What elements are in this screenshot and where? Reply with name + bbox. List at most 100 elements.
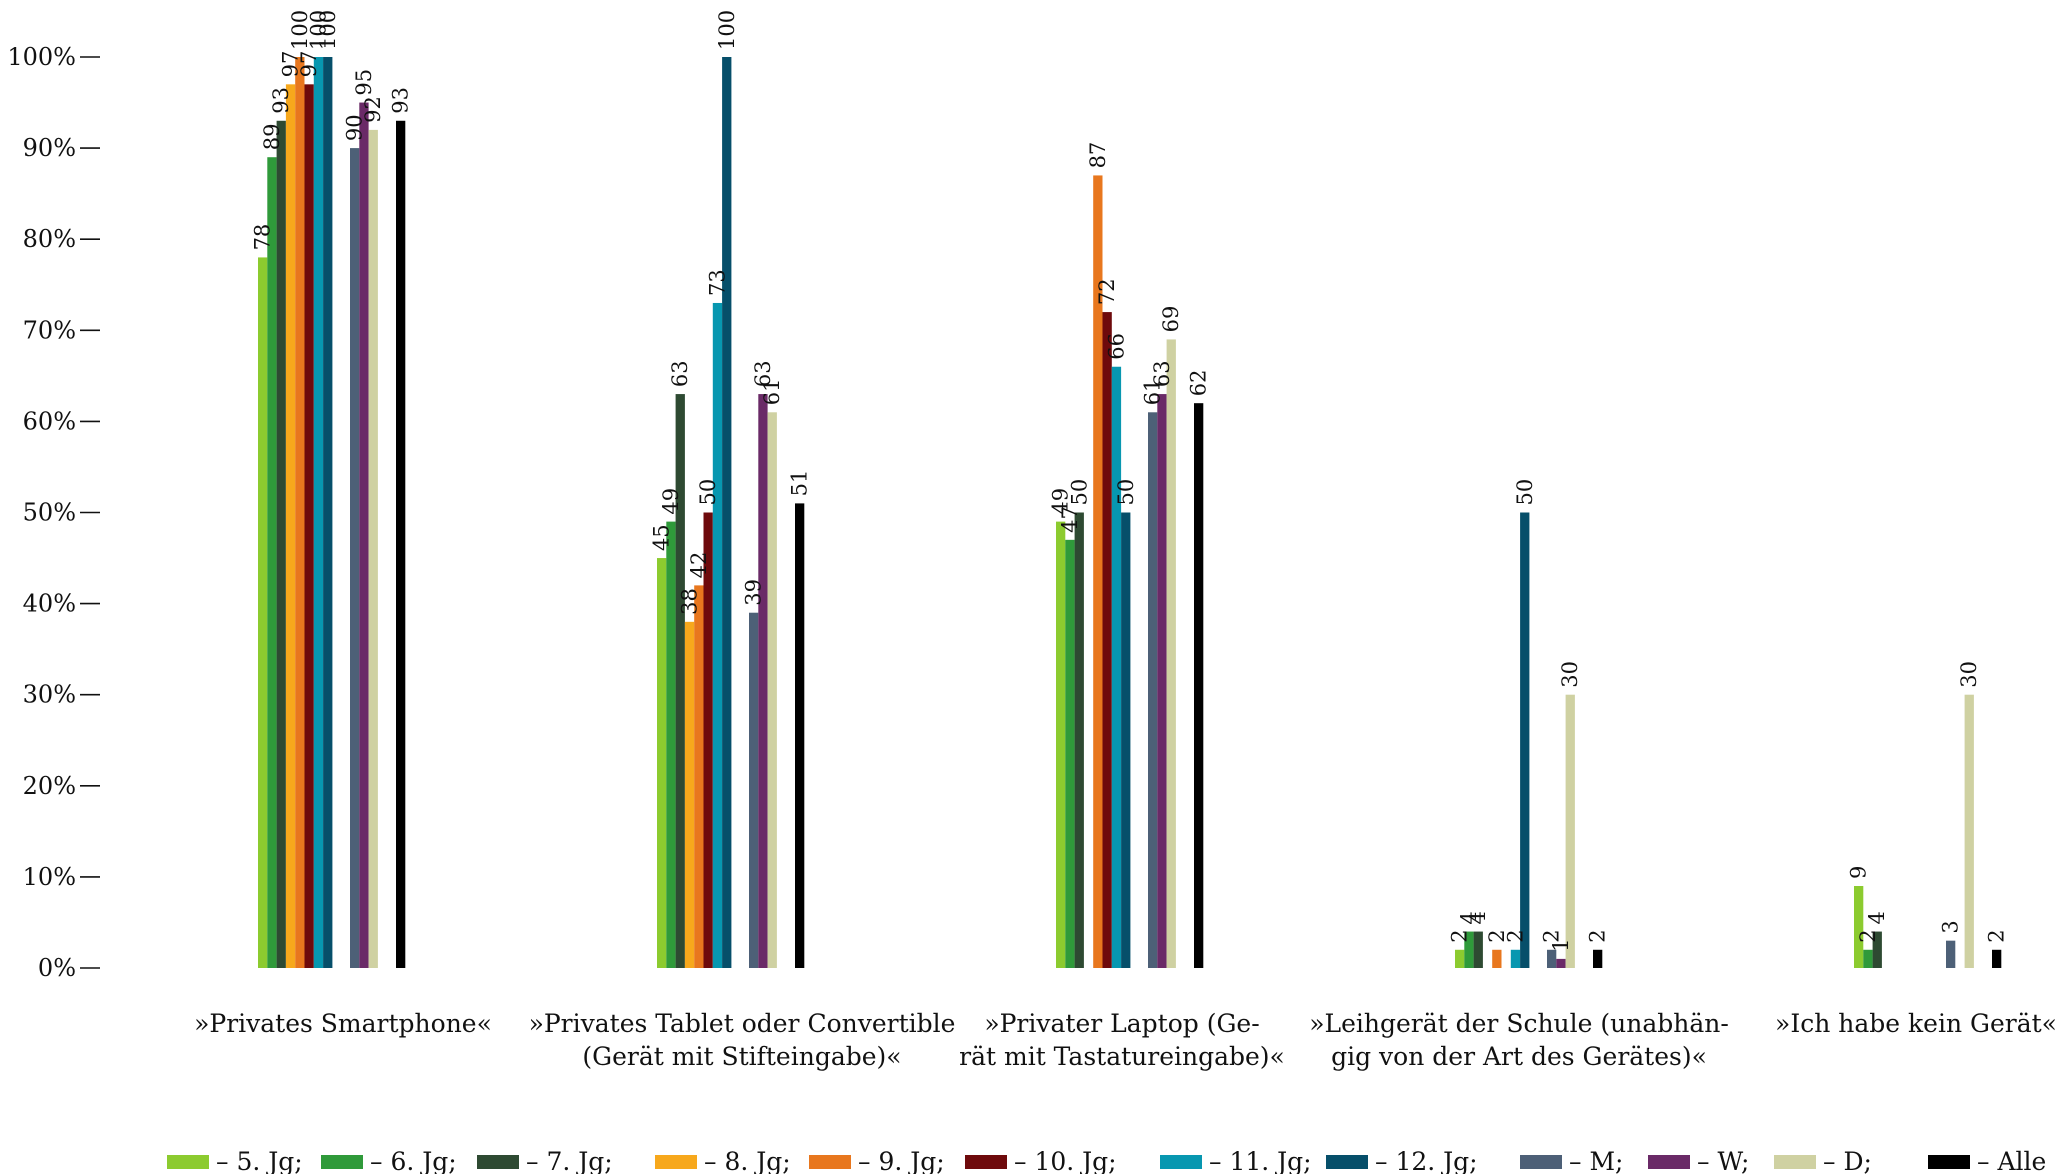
bar-value-label: 97 [279,51,303,78]
bar [1093,175,1103,968]
bar-value-label: 2 [1448,929,1472,942]
bar-value-label: 87 [1086,142,1110,169]
legend-swatch [1928,1155,1970,1169]
bar-value-label: 100 [316,10,340,50]
bar [295,57,305,968]
legend-label: – 9. Jg; [858,1147,945,1174]
bar-value-label: 92 [361,96,385,123]
category-label: »Leihgerät der Schule (unabhän- [1309,1009,1729,1038]
bar [1166,339,1176,968]
bar [1547,949,1557,968]
bar [712,302,723,969]
bar-value-label: 49 [1049,488,1073,515]
y-tick-label: 0% [38,954,76,982]
bar [267,157,277,968]
bars [258,57,2002,969]
legend-swatch [1648,1155,1690,1169]
y-tick-label: 90% [23,134,76,162]
y-tick-label: 70% [23,316,76,344]
bar-value-label: 2 [1503,929,1527,942]
bar [675,394,685,968]
y-axis: 0% 10% 20% 30% 40% 50% 60% 70% 80% 90% 100% [7,43,100,982]
bar-value-label: 38 [678,588,702,615]
legend-swatch [1160,1155,1202,1169]
legend-label: – 12. Jg; [1375,1147,1478,1174]
y-tick-label: 30% [23,681,76,709]
bar [1102,312,1112,969]
bar-value-label: 61 [760,379,784,406]
y-tick-label: 100% [7,43,76,71]
bar-value-label: 97 [297,51,321,78]
category-label: (Gerät mit Stifteingabe)« [582,1042,901,1071]
bar [703,512,713,968]
bar-value-label: 2 [1856,929,1880,942]
bar-value-label: 93 [269,87,293,114]
legend-label: – Alle [1977,1147,2046,1174]
bar [1863,949,1873,968]
bar [1074,512,1084,968]
bar [767,412,777,968]
bar [1872,931,1882,968]
legend-label: – 6. Jg; [370,1147,457,1174]
legend-label: – M; [1569,1147,1623,1174]
bar-value-label: 47 [1058,506,1082,533]
category-label: »Privates Smartphone« [194,1009,492,1038]
bar-value-label: 61 [1141,379,1165,406]
y-tick-label: 80% [23,225,76,253]
bar-value-label: 69 [1159,306,1183,333]
bar [359,102,369,969]
bar [1565,694,1575,968]
bar-value-label: 90 [343,114,367,141]
bar-value-label: 100 [306,10,330,50]
y-tick-label: 60% [23,407,76,435]
legend-swatch [1520,1155,1562,1169]
bar-value-label: 4 [1457,911,1481,924]
bar [1556,958,1566,968]
bar [313,57,324,968]
bar [1194,403,1204,968]
legend-label: – 7. Jg; [526,1147,613,1174]
bar-value-label: 4 [1865,911,1889,924]
bar-value-label: 50 [696,479,720,506]
bar [1473,931,1483,968]
bar [1455,949,1465,968]
legend-swatch [477,1155,519,1169]
legend-swatch [1326,1155,1368,1169]
bar-value-label: 89 [260,123,284,150]
bar [1464,931,1474,968]
bar [1492,949,1502,968]
bar-value-label: 45 [650,524,674,551]
bar-value-label: 4 [1466,911,1490,924]
bar [694,585,704,968]
bar-value-label: 51 [788,470,812,497]
bar [795,503,805,968]
legend-label: – D; [1823,1147,1872,1174]
bar [1946,940,1956,968]
bar-value-label: 1 [1549,939,1573,952]
bar [1157,394,1167,968]
bar [1593,949,1603,968]
bar [684,621,695,968]
legend-label: – W; [1697,1147,1749,1174]
legend-label: – 8. Jg; [704,1147,791,1174]
bar [722,57,732,968]
bar [258,257,268,968]
legend-swatch [965,1155,1007,1169]
bar-value-label: 72 [1095,278,1119,305]
legend-swatch [809,1155,851,1169]
bar [350,148,360,969]
bar [285,84,296,968]
bar [1148,412,1158,968]
bar-value-label: 39 [742,579,766,606]
bar-value-label: 49 [659,488,683,515]
bar-value-label: 2 [1540,929,1564,942]
bar-value-label: 78 [251,224,275,251]
bar-value-label: 73 [705,269,729,296]
bar [1964,694,1974,968]
legend-swatch [655,1155,697,1169]
bar-value-label: 42 [687,552,711,579]
bar-value-label: 100 [288,10,312,50]
category-label: »Privates Tablet oder Convertible [529,1009,956,1038]
